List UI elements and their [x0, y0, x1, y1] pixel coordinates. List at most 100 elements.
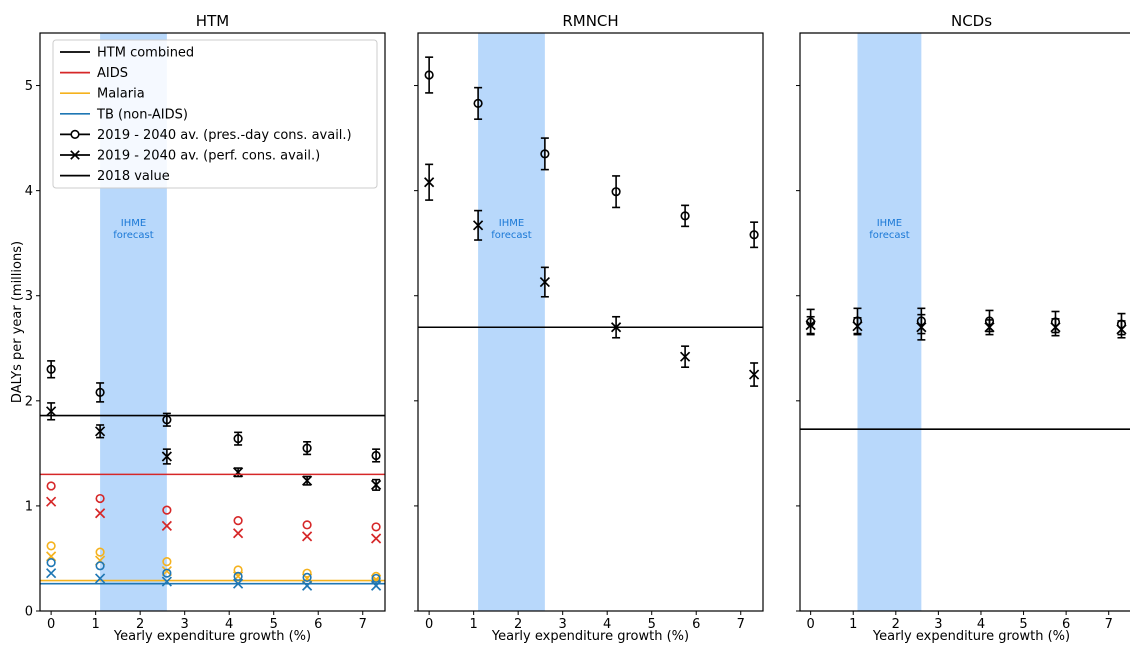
y-tick-label: 1	[25, 499, 33, 514]
htm-combined-0-cross-point	[161, 451, 172, 462]
x-tick-label: 0	[807, 617, 815, 632]
tb-non-aids--3-circle-point	[95, 561, 105, 571]
series-0-circle-point	[611, 187, 621, 197]
htm-combined-0-cross-point	[370, 479, 382, 490]
htm-combined-0-cross-point	[232, 467, 244, 478]
tb-non-aids--3-circle-point	[302, 572, 312, 582]
band-label-line1: IHME	[877, 218, 902, 229]
tb-non-aids--3-cross-point	[46, 568, 57, 579]
x-tick-label: 5	[1019, 617, 1027, 632]
x-tick-label: 1	[92, 617, 100, 632]
x-tick-label: 4	[977, 617, 985, 632]
x-tick-label: 3	[559, 617, 567, 632]
panel-title: RMNCH	[562, 12, 618, 30]
htm-combined-0-cross-point	[94, 426, 106, 437]
series-0-cross-point	[1116, 324, 1127, 335]
aids-1-cross-point	[301, 531, 313, 542]
aids-1-cross-point	[161, 520, 172, 531]
y-tick-label: 4	[25, 184, 33, 199]
plot-area	[800, 33, 1130, 611]
htm-combined-0-circle-point	[95, 387, 105, 398]
aids-1-cross-point	[46, 496, 57, 507]
legend-label: TB (non-AIDS)	[96, 107, 188, 122]
aids-1-circle-point	[46, 481, 56, 491]
y-tick-label: 2	[25, 394, 33, 409]
legend-label: 2019 - 2040 av. (perf. cons. avail.)	[97, 149, 320, 164]
htm-combined-0-cross-point	[46, 406, 57, 417]
ihme-forecast-band	[478, 33, 545, 611]
tb-non-aids--3-circle-point	[162, 568, 172, 578]
series-0-cross-point	[852, 321, 863, 332]
legend: HTM combined AIDS Malaria TB (non-AIDS) 2019…	[52, 39, 378, 189]
band-label-line2: forecast	[491, 230, 532, 241]
aids-1-cross-point	[370, 533, 382, 544]
tb-non-aids--3-circle-point	[233, 571, 243, 581]
band-label-line2: forecast	[869, 230, 910, 241]
x-tick-label: 3	[181, 617, 189, 632]
malaria-2-circle-point	[46, 541, 56, 551]
x-tick-label: 3	[934, 617, 942, 632]
tb-non-aids--3-cross-point	[94, 573, 106, 584]
tb-non-aids--3-circle-point	[46, 558, 56, 568]
series-0-cross-point	[1050, 322, 1061, 333]
tb-non-aids--3-cross-point	[370, 580, 382, 591]
panel-title: NCDs	[951, 12, 992, 30]
series-0-cross-point	[472, 220, 484, 231]
x-tick-label: 5	[648, 617, 656, 632]
x-tick-label: 4	[225, 617, 233, 632]
legend-swatch-cross	[70, 150, 80, 160]
y-tick-label: 5	[25, 79, 33, 94]
legend-label: HTM combined	[97, 46, 194, 61]
series-0-circle-point	[680, 211, 690, 221]
legend-label: Malaria	[97, 87, 145, 102]
legend-label: 2019 - 2040 av. (pres.-day cons. avail.)	[97, 128, 352, 143]
x-tick-label: 0	[47, 617, 55, 632]
band-label-line1: IHME	[499, 218, 524, 229]
series-0-cross-point	[539, 276, 550, 288]
htm-combined-0-circle-point	[46, 364, 56, 374]
htm-combined-0-circle-point	[233, 434, 243, 444]
legend-box	[52, 39, 378, 189]
panel-title: HTM	[196, 12, 229, 30]
aids-1-cross-point	[94, 508, 106, 519]
y-axis-label: DALYs per year (millions)	[10, 241, 25, 403]
aids-1-circle-point	[371, 522, 381, 532]
series-0-circle-point	[424, 70, 434, 80]
x-tick-label: 2	[892, 617, 900, 632]
legend-label: AIDS	[97, 66, 128, 81]
tb-non-aids--3-cross-point	[301, 580, 313, 591]
htm-combined-0-circle-point	[371, 450, 381, 461]
x-tick-label: 1	[849, 617, 857, 632]
tb-non-aids--3-circle-point	[371, 573, 381, 584]
series-0-cross-point	[984, 322, 995, 333]
x-tick-label: 4	[603, 617, 611, 632]
aids-1-cross-point	[232, 528, 244, 539]
series-0-cross-point	[916, 322, 927, 333]
malaria-2-circle-point	[162, 557, 172, 567]
band-label-line1: IHME	[121, 218, 146, 229]
x-tick-label: 2	[514, 617, 522, 632]
htm-combined-0-circle-point	[302, 443, 312, 453]
x-tick-label: 7	[737, 617, 745, 632]
axes-frame	[417, 32, 764, 612]
htm-combined-0-cross-point	[301, 475, 313, 486]
aids-1-circle-point	[95, 493, 105, 504]
aids-1-circle-point	[302, 520, 312, 530]
series-0-circle-point	[540, 149, 550, 159]
x-tick-label: 6	[692, 617, 700, 632]
legend-label: 2018 value	[97, 169, 170, 184]
x-axis-label: Yearly expenditure growth (%)	[113, 629, 311, 644]
x-tick-label: 6	[314, 617, 322, 632]
axes-frame	[39, 32, 386, 612]
x-tick-label: 0	[425, 617, 433, 632]
plot-area	[418, 33, 763, 611]
x-tick-label: 7	[359, 617, 367, 632]
x-tick-label: 7	[1105, 617, 1113, 632]
series-0-circle-point	[749, 230, 759, 240]
series-0-cross-point	[679, 351, 691, 362]
y-tick-label: 3	[25, 289, 33, 304]
